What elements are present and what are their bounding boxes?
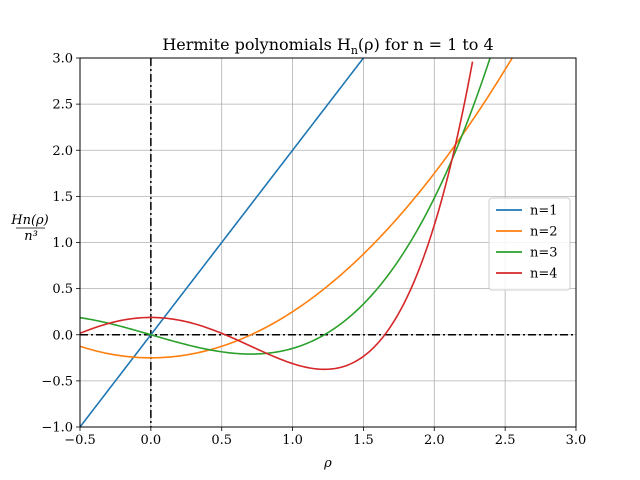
legend-entry-label: n=4 [530, 267, 558, 282]
y-tick-label: 3.0 [52, 52, 73, 67]
x-tick-label: 0.5 [211, 433, 232, 448]
x-tick-label: −0.5 [64, 433, 96, 448]
x-tick-label: 1.5 [353, 433, 374, 448]
axis-ticks: −0.5 0.0 0.5 1.0 1.5 2.0 2.5 3.0−1.0−0.50.00.51… [41, 52, 586, 449]
x-tick-label: 0.0 [141, 433, 162, 448]
legend-box [488, 197, 571, 291]
x-tick-label: 3.0 [566, 433, 587, 448]
series-line-n=3 [80, 58, 491, 355]
series-line-n=1 [80, 58, 365, 427]
y-axis-label-denominator: n³ [24, 229, 38, 244]
y-tick-label: 0.5 [52, 282, 73, 297]
legend-entry-label: n=2 [530, 225, 558, 240]
y-tick-label: 0.0 [52, 328, 73, 343]
reference-lines [80, 58, 576, 427]
y-tick-label: −0.5 [41, 374, 73, 389]
chart-title: Hermite polynomials Hn(ρ) for n = 1 to 4 [162, 35, 493, 57]
legend-entry-label: n=1 [530, 204, 558, 219]
y-axis-label-numerator: Hn(ρ) [10, 213, 49, 228]
y-axis-label: Hn(ρ) n³ [10, 213, 49, 244]
x-tick-label: 2.0 [424, 433, 445, 448]
y-tick-label: 2.0 [52, 144, 73, 159]
y-tick-label: 1.5 [52, 190, 73, 205]
series-lines [80, 58, 514, 427]
y-tick-label: 2.5 [52, 98, 73, 113]
y-tick-label: −1.0 [41, 421, 73, 436]
legend: n=1 n=2 n=3 n=4 [488, 197, 571, 291]
legend-entry-label: n=3 [530, 246, 558, 261]
x-tick-label: 2.5 [495, 433, 516, 448]
y-tick-label: 1.0 [52, 236, 73, 251]
x-tick-label: 1.0 [282, 433, 303, 448]
series-line-n=4 [80, 61, 474, 371]
x-axis-label: ρ [323, 456, 332, 471]
series-line-n=2 [80, 58, 514, 359]
